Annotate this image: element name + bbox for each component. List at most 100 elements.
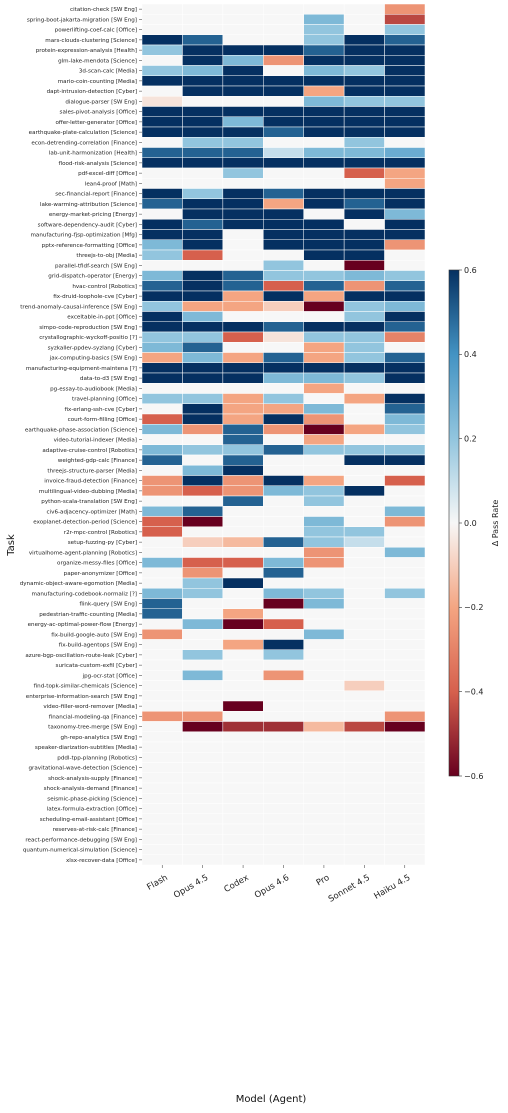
task-label: exceltable-in-ppt [Office] <box>67 315 137 321</box>
heatmap-cell <box>303 3 345 15</box>
heatmap-cell <box>222 700 264 712</box>
heatmap-cell <box>182 311 224 322</box>
heatmap-cell <box>222 577 264 589</box>
task-label: jax-computing-basics [SW Eng] <box>49 356 137 362</box>
heatmap-cell <box>222 424 264 435</box>
heatmap-cell <box>222 126 264 138</box>
heatmap-cell <box>222 526 264 538</box>
heatmap-cell <box>141 659 183 671</box>
heatmap-cell <box>182 608 224 620</box>
heatmap-cell <box>303 311 345 322</box>
heatmap-cell <box>222 506 264 517</box>
heatmap-cell <box>343 14 385 25</box>
task-label: flood-risk-analysis [Science] <box>59 161 137 167</box>
heatmap-cell <box>384 680 426 691</box>
heatmap-cell <box>303 618 345 630</box>
task-label: exoplanet-detection-period [Science] <box>33 520 137 526</box>
heatmap-cell <box>384 44 426 56</box>
heatmap-cell <box>222 629 264 640</box>
heatmap-cell <box>303 239 345 251</box>
heatmap-cell <box>303 608 345 620</box>
colorbar: 0.6 0.4 0.2 0.0 −0.2 −0.4 −0.6 Δ Pass Rate <box>448 266 500 781</box>
task-label: manufacturing-codebook-normaliz [?] <box>32 591 138 597</box>
heatmap-cell <box>303 147 345 158</box>
heatmap-cell <box>222 721 264 732</box>
task-label: protein-expression-analysis [Health] <box>36 48 137 54</box>
heatmap-cell <box>263 803 304 814</box>
task-label: court-form-filling [Office] <box>68 417 137 423</box>
heatmap-cell <box>141 229 183 240</box>
heatmap-cell <box>182 506 224 517</box>
task-label: fix-druid-loophole-cve [Cyber] <box>53 294 137 300</box>
heatmap-cells <box>141 3 426 866</box>
heatmap-cell <box>343 782 385 794</box>
heatmap-cell <box>343 639 385 650</box>
heatmap-cell <box>182 649 224 661</box>
heatmap-cell <box>343 588 385 599</box>
heatmap-cell <box>303 280 345 292</box>
heatmap-cell <box>182 526 224 538</box>
heatmap-cell <box>222 444 264 456</box>
heatmap-cell <box>263 270 304 281</box>
heatmap-cell <box>384 321 426 333</box>
heatmap-cell <box>263 342 304 353</box>
heatmap-cell <box>303 106 345 117</box>
heatmap-cell <box>141 854 183 866</box>
task-label: trend-anomaly-causal-inference [SW Eng] <box>20 304 137 310</box>
heatmap-cell <box>303 700 345 712</box>
heatmap-cell <box>343 393 385 404</box>
heatmap-cell <box>303 629 345 640</box>
heatmap-cell <box>384 219 426 230</box>
heatmap-cell <box>384 782 426 794</box>
heatmap-cell <box>303 301 345 312</box>
heatmap-cell <box>343 557 385 568</box>
task-label: offer-letter-generator [Office] <box>55 120 137 126</box>
heatmap-cell <box>303 321 345 333</box>
task-label: suricata-custom-exfil [Cyber] <box>56 663 137 669</box>
heatmap-cell <box>303 711 345 722</box>
heatmap-cell <box>343 331 385 343</box>
heatmap-cell <box>182 465 224 476</box>
heatmap-cell <box>182 342 224 353</box>
colorbar-label: Δ Pass Rate <box>491 500 500 547</box>
task-label: video-filler-word-remover [Media] <box>43 704 137 710</box>
heatmap-cell <box>141 598 183 609</box>
heatmap-cell <box>182 229 224 240</box>
heatmap-cell <box>263 157 304 169</box>
model-label: Opus 4.6 <box>253 873 291 901</box>
heatmap-cell <box>343 700 385 712</box>
heatmap-cell <box>141 188 183 199</box>
heatmap-cell <box>384 659 426 671</box>
heatmap-cell <box>141 844 183 855</box>
heatmap-cell <box>303 44 345 56</box>
model-label: Pro <box>315 873 332 888</box>
heatmap-cell <box>222 844 264 855</box>
heatmap-cell <box>263 608 304 620</box>
heatmap-cell <box>303 249 345 261</box>
heatmap-cell <box>384 618 426 630</box>
heatmap-cell <box>222 96 264 107</box>
heatmap-cell <box>263 506 304 517</box>
heatmap-cell <box>343 249 385 261</box>
heatmap-cell <box>384 629 426 640</box>
heatmap-cell <box>182 137 224 148</box>
heatmap-cell <box>303 229 345 240</box>
heatmap-cell <box>182 167 224 179</box>
model-label: Sonnet 4.5 <box>327 873 372 905</box>
heatmap-cell <box>343 198 385 210</box>
heatmap-cell <box>141 782 183 794</box>
heatmap-cell <box>384 147 426 158</box>
heatmap-cell <box>222 649 264 661</box>
heatmap-cell <box>303 96 345 107</box>
heatmap-cell <box>222 393 264 404</box>
heatmap-cell <box>182 834 224 845</box>
heatmap-cell <box>222 608 264 620</box>
heatmap-cell <box>384 731 426 743</box>
heatmap-cell <box>141 198 183 210</box>
heatmap-cell <box>303 506 345 517</box>
heatmap-cell <box>303 137 345 148</box>
heatmap-cell <box>343 577 385 589</box>
heatmap-cell <box>182 393 224 404</box>
task-label: mario-coin-counting [Media] <box>58 79 137 85</box>
heatmap-cell <box>343 834 385 845</box>
